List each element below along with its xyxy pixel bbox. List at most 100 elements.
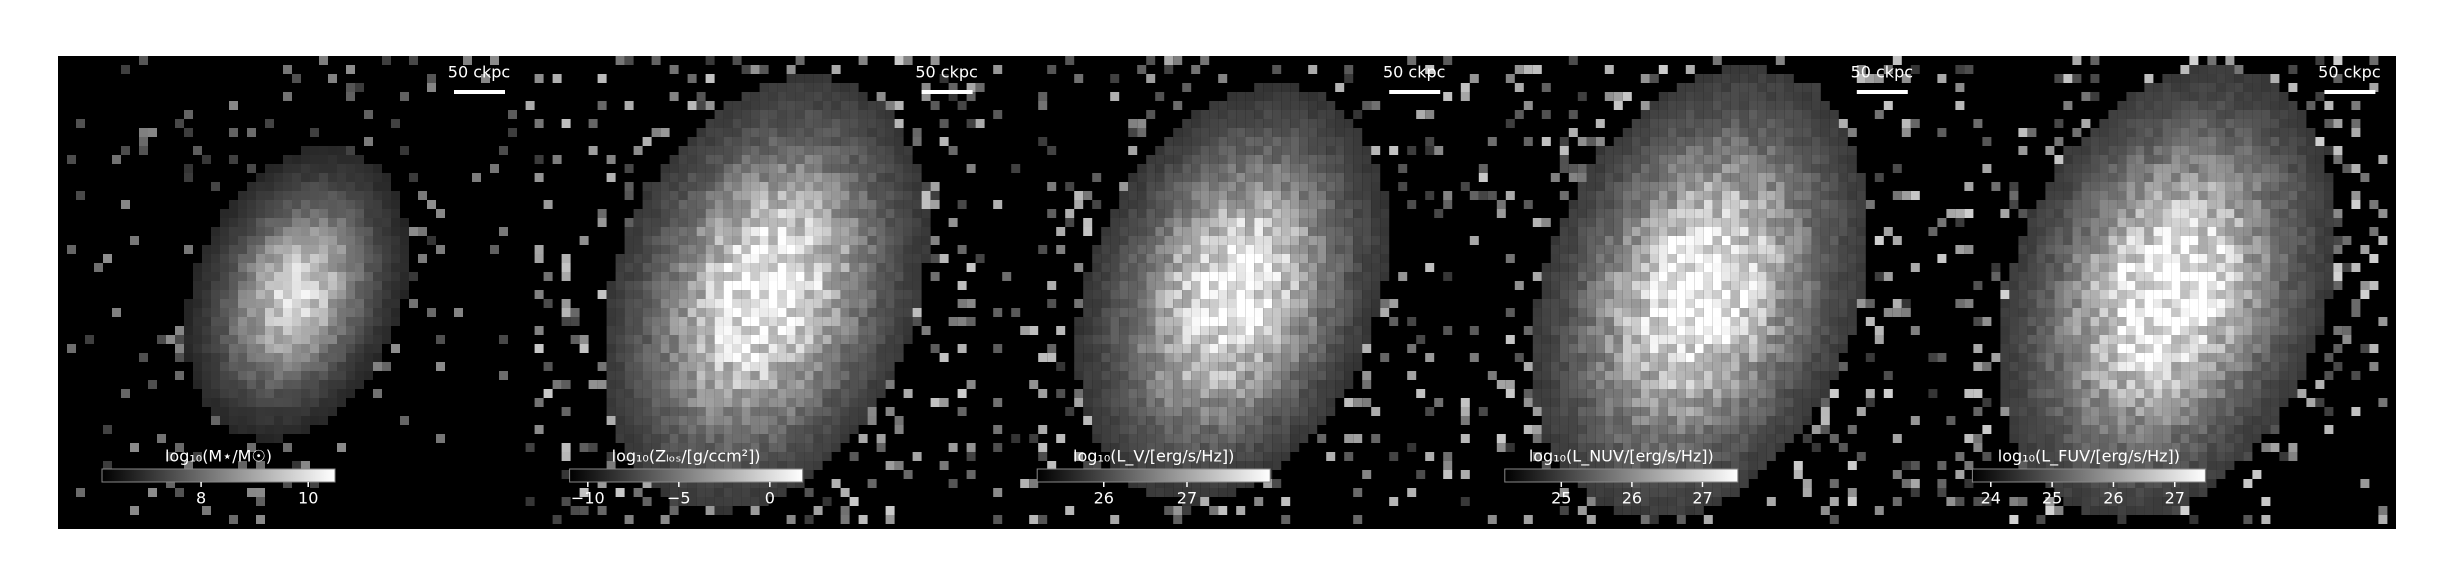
pixel bbox=[687, 452, 697, 461]
pixel bbox=[1802, 119, 1812, 128]
pixel bbox=[1595, 272, 1605, 281]
pixel bbox=[633, 335, 643, 344]
pixel bbox=[85, 335, 94, 344]
pixel bbox=[310, 164, 319, 173]
pixel bbox=[1092, 326, 1102, 335]
pixel bbox=[1137, 371, 1147, 380]
pixel bbox=[274, 209, 283, 218]
pixel bbox=[822, 308, 832, 317]
pixel bbox=[831, 416, 841, 425]
pixel bbox=[1568, 398, 1578, 407]
pixel bbox=[858, 227, 868, 236]
pixel bbox=[1721, 353, 1731, 362]
pixel bbox=[642, 335, 652, 344]
pixel bbox=[1775, 74, 1785, 83]
pixel bbox=[867, 362, 877, 371]
pixel bbox=[903, 236, 913, 245]
pixel bbox=[1038, 425, 1048, 434]
pixel bbox=[1730, 317, 1740, 326]
pixel bbox=[1577, 326, 1587, 335]
pixel bbox=[1326, 362, 1336, 371]
pixel bbox=[1640, 191, 1650, 200]
pixel bbox=[283, 227, 292, 236]
image-panel bbox=[67, 56, 517, 524]
pixel bbox=[1128, 443, 1138, 452]
pixel bbox=[723, 209, 733, 218]
pixel bbox=[1595, 119, 1605, 128]
pixel bbox=[849, 416, 859, 425]
pixel bbox=[1658, 155, 1668, 164]
pixel bbox=[220, 209, 229, 218]
pixel bbox=[1200, 299, 1210, 308]
pixel bbox=[1245, 434, 1255, 443]
pixel bbox=[849, 299, 859, 308]
pixel bbox=[364, 164, 373, 173]
pixel bbox=[1775, 371, 1785, 380]
pixel bbox=[1299, 425, 1309, 434]
pixel bbox=[1263, 308, 1273, 317]
pixel bbox=[1326, 101, 1336, 110]
pixel bbox=[1083, 461, 1093, 470]
pixel bbox=[1694, 155, 1704, 164]
pixel bbox=[1604, 326, 1614, 335]
pixel bbox=[1793, 218, 1803, 227]
pixel bbox=[301, 398, 310, 407]
image-panel bbox=[525, 56, 985, 524]
pixel bbox=[310, 281, 319, 290]
pixel bbox=[831, 191, 841, 200]
pixel bbox=[993, 398, 1003, 407]
pixel bbox=[1209, 299, 1219, 308]
pixel bbox=[1604, 461, 1614, 470]
pixel bbox=[1703, 128, 1713, 137]
pixel bbox=[346, 254, 355, 263]
pixel bbox=[1748, 209, 1758, 218]
pixel bbox=[1739, 461, 1749, 470]
pixel bbox=[1595, 146, 1605, 155]
pixel bbox=[328, 380, 337, 389]
pixel bbox=[894, 137, 904, 146]
pixel bbox=[1676, 326, 1686, 335]
pixel bbox=[1685, 290, 1695, 299]
pixel bbox=[1568, 362, 1578, 371]
pixel bbox=[1568, 263, 1578, 272]
pixel bbox=[741, 65, 751, 74]
pixel bbox=[1182, 299, 1192, 308]
pixel bbox=[301, 146, 310, 155]
pixel bbox=[768, 209, 778, 218]
pixel bbox=[579, 488, 589, 497]
pixel bbox=[373, 362, 382, 371]
pixel bbox=[1631, 182, 1641, 191]
pixel bbox=[1218, 200, 1228, 209]
pixel bbox=[1640, 290, 1650, 299]
pixel bbox=[885, 335, 895, 344]
pixel bbox=[1793, 353, 1803, 362]
pixel bbox=[256, 461, 265, 470]
pixel bbox=[490, 245, 499, 254]
pixel bbox=[1182, 425, 1192, 434]
pixel bbox=[1119, 371, 1129, 380]
pixel bbox=[1748, 452, 1758, 461]
pixel bbox=[759, 461, 769, 470]
pixel bbox=[256, 245, 265, 254]
pixel bbox=[777, 128, 787, 137]
pixel bbox=[1380, 263, 1390, 272]
pixel bbox=[1559, 245, 1569, 254]
pixel bbox=[1227, 128, 1237, 137]
pixel bbox=[768, 326, 778, 335]
pixel bbox=[1748, 398, 1758, 407]
pixel bbox=[1299, 281, 1309, 290]
pixel bbox=[1128, 434, 1138, 443]
pixel bbox=[1191, 308, 1201, 317]
pixel bbox=[1128, 299, 1138, 308]
pixel bbox=[1694, 191, 1704, 200]
pixel bbox=[1775, 425, 1785, 434]
pixel bbox=[750, 272, 760, 281]
pixel bbox=[876, 245, 886, 254]
pixel bbox=[1218, 461, 1228, 470]
pixel bbox=[1308, 299, 1318, 308]
pixel bbox=[903, 263, 913, 272]
pixel bbox=[1649, 119, 1659, 128]
pixel bbox=[1371, 254, 1381, 263]
pixel bbox=[283, 218, 292, 227]
pixel bbox=[1299, 173, 1309, 182]
